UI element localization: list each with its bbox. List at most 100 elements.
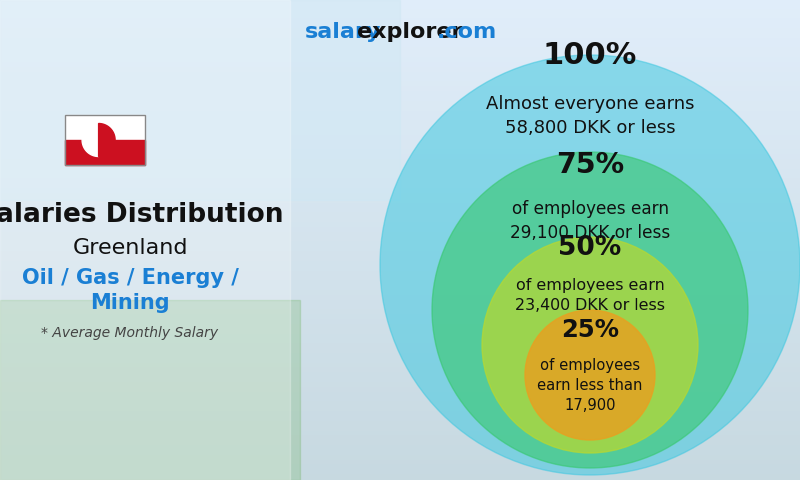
Bar (0, 393, 800, 397)
Bar (0, 238, 800, 242)
Bar (0, 83, 800, 87)
Bar (0, 402, 800, 407)
Text: salary: salary (305, 22, 381, 42)
Text: 75%: 75% (556, 151, 624, 179)
Bar (0, 339, 800, 344)
Bar (0, 92, 800, 97)
Text: Almost everyone earns
58,800 DKK or less: Almost everyone earns 58,800 DKK or less (486, 95, 694, 137)
Bar (0, 417, 800, 422)
Text: of employees earn
23,400 DKK or less: of employees earn 23,400 DKK or less (515, 278, 665, 313)
Text: 100%: 100% (543, 40, 637, 70)
Bar (65, 140, 145, 165)
Bar (0, 349, 800, 354)
Text: .com: .com (436, 22, 497, 42)
Bar (0, 39, 800, 44)
Bar (0, 44, 800, 48)
Bar (0, 466, 800, 470)
Bar (0, 208, 800, 213)
Bar (0, 131, 800, 136)
Bar (0, 427, 800, 432)
Bar (0, 111, 800, 116)
Bar (65, 115, 145, 165)
Bar (0, 170, 800, 175)
Bar (0, 422, 800, 427)
Bar (0, 68, 800, 73)
Bar (0, 228, 800, 233)
Bar (0, 78, 800, 83)
Text: 50%: 50% (558, 235, 622, 261)
Bar (0, 34, 800, 39)
Bar (0, 126, 800, 131)
Bar (0, 0, 400, 200)
Text: explorer: explorer (357, 22, 462, 42)
Bar (0, 412, 800, 417)
Bar (0, 373, 800, 378)
Text: of employees earn
29,100 DKK or less: of employees earn 29,100 DKK or less (510, 200, 670, 241)
Bar (0, 155, 800, 160)
Bar (0, 184, 800, 189)
Bar (0, 145, 800, 150)
Bar (0, 14, 800, 19)
Bar (0, 432, 800, 436)
Bar (0, 456, 800, 461)
Circle shape (482, 237, 698, 453)
Circle shape (525, 310, 655, 440)
Bar (0, 397, 800, 402)
Bar (0, 58, 800, 63)
Circle shape (432, 152, 748, 468)
Bar (0, 247, 800, 252)
Bar (0, 107, 800, 111)
Text: Salaries Distribution: Salaries Distribution (0, 202, 283, 228)
Text: Mining: Mining (90, 293, 170, 313)
Polygon shape (98, 123, 115, 156)
Bar (0, 223, 800, 228)
Bar (0, 19, 800, 24)
Bar (0, 102, 800, 107)
Bar (0, 262, 800, 267)
Bar (0, 242, 800, 247)
Bar (0, 189, 800, 194)
Bar (0, 325, 800, 330)
Bar (0, 48, 800, 53)
Bar (0, 180, 800, 184)
Bar (0, 29, 800, 34)
Circle shape (380, 55, 800, 475)
Bar (0, 281, 800, 286)
Bar (0, 286, 800, 291)
Polygon shape (82, 123, 98, 156)
Bar (0, 267, 800, 272)
Bar (0, 383, 800, 388)
Bar (0, 141, 800, 145)
Bar (0, 87, 800, 92)
Bar (0, 475, 800, 480)
Bar (0, 204, 800, 208)
Bar (0, 252, 800, 257)
Bar (0, 378, 800, 383)
Bar (0, 310, 800, 315)
Bar (0, 97, 800, 102)
Bar (0, 296, 800, 300)
Bar (0, 160, 800, 165)
Bar (0, 175, 800, 180)
Bar (0, 335, 800, 339)
Bar (0, 213, 800, 218)
Bar (0, 218, 800, 223)
Bar (0, 300, 800, 305)
Bar (0, 199, 800, 204)
Bar (0, 5, 800, 10)
Bar (0, 257, 800, 262)
Bar (0, 407, 800, 412)
Bar (0, 24, 800, 29)
Bar (0, 150, 800, 155)
Bar (0, 136, 800, 141)
Bar (0, 0, 800, 5)
Bar (0, 233, 800, 238)
Bar (0, 63, 800, 68)
Text: Oil / Gas / Energy /: Oil / Gas / Energy / (22, 268, 238, 288)
Bar (0, 165, 800, 170)
Text: * Average Monthly Salary: * Average Monthly Salary (42, 326, 218, 340)
Bar (0, 291, 800, 296)
Bar (0, 272, 800, 276)
Text: 25%: 25% (561, 318, 619, 342)
Bar (0, 451, 800, 456)
